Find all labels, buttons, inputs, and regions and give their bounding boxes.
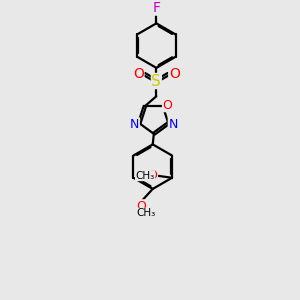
Text: O: O xyxy=(136,200,146,213)
Text: F: F xyxy=(152,1,160,15)
Text: N: N xyxy=(130,118,139,131)
Text: O: O xyxy=(148,169,158,182)
Text: CH₃: CH₃ xyxy=(137,208,156,218)
Text: N: N xyxy=(168,118,178,131)
Text: O: O xyxy=(169,67,180,81)
Text: S: S xyxy=(152,74,161,88)
Text: O: O xyxy=(163,99,172,112)
Text: CH₃: CH₃ xyxy=(136,171,155,181)
Text: O: O xyxy=(133,67,144,81)
